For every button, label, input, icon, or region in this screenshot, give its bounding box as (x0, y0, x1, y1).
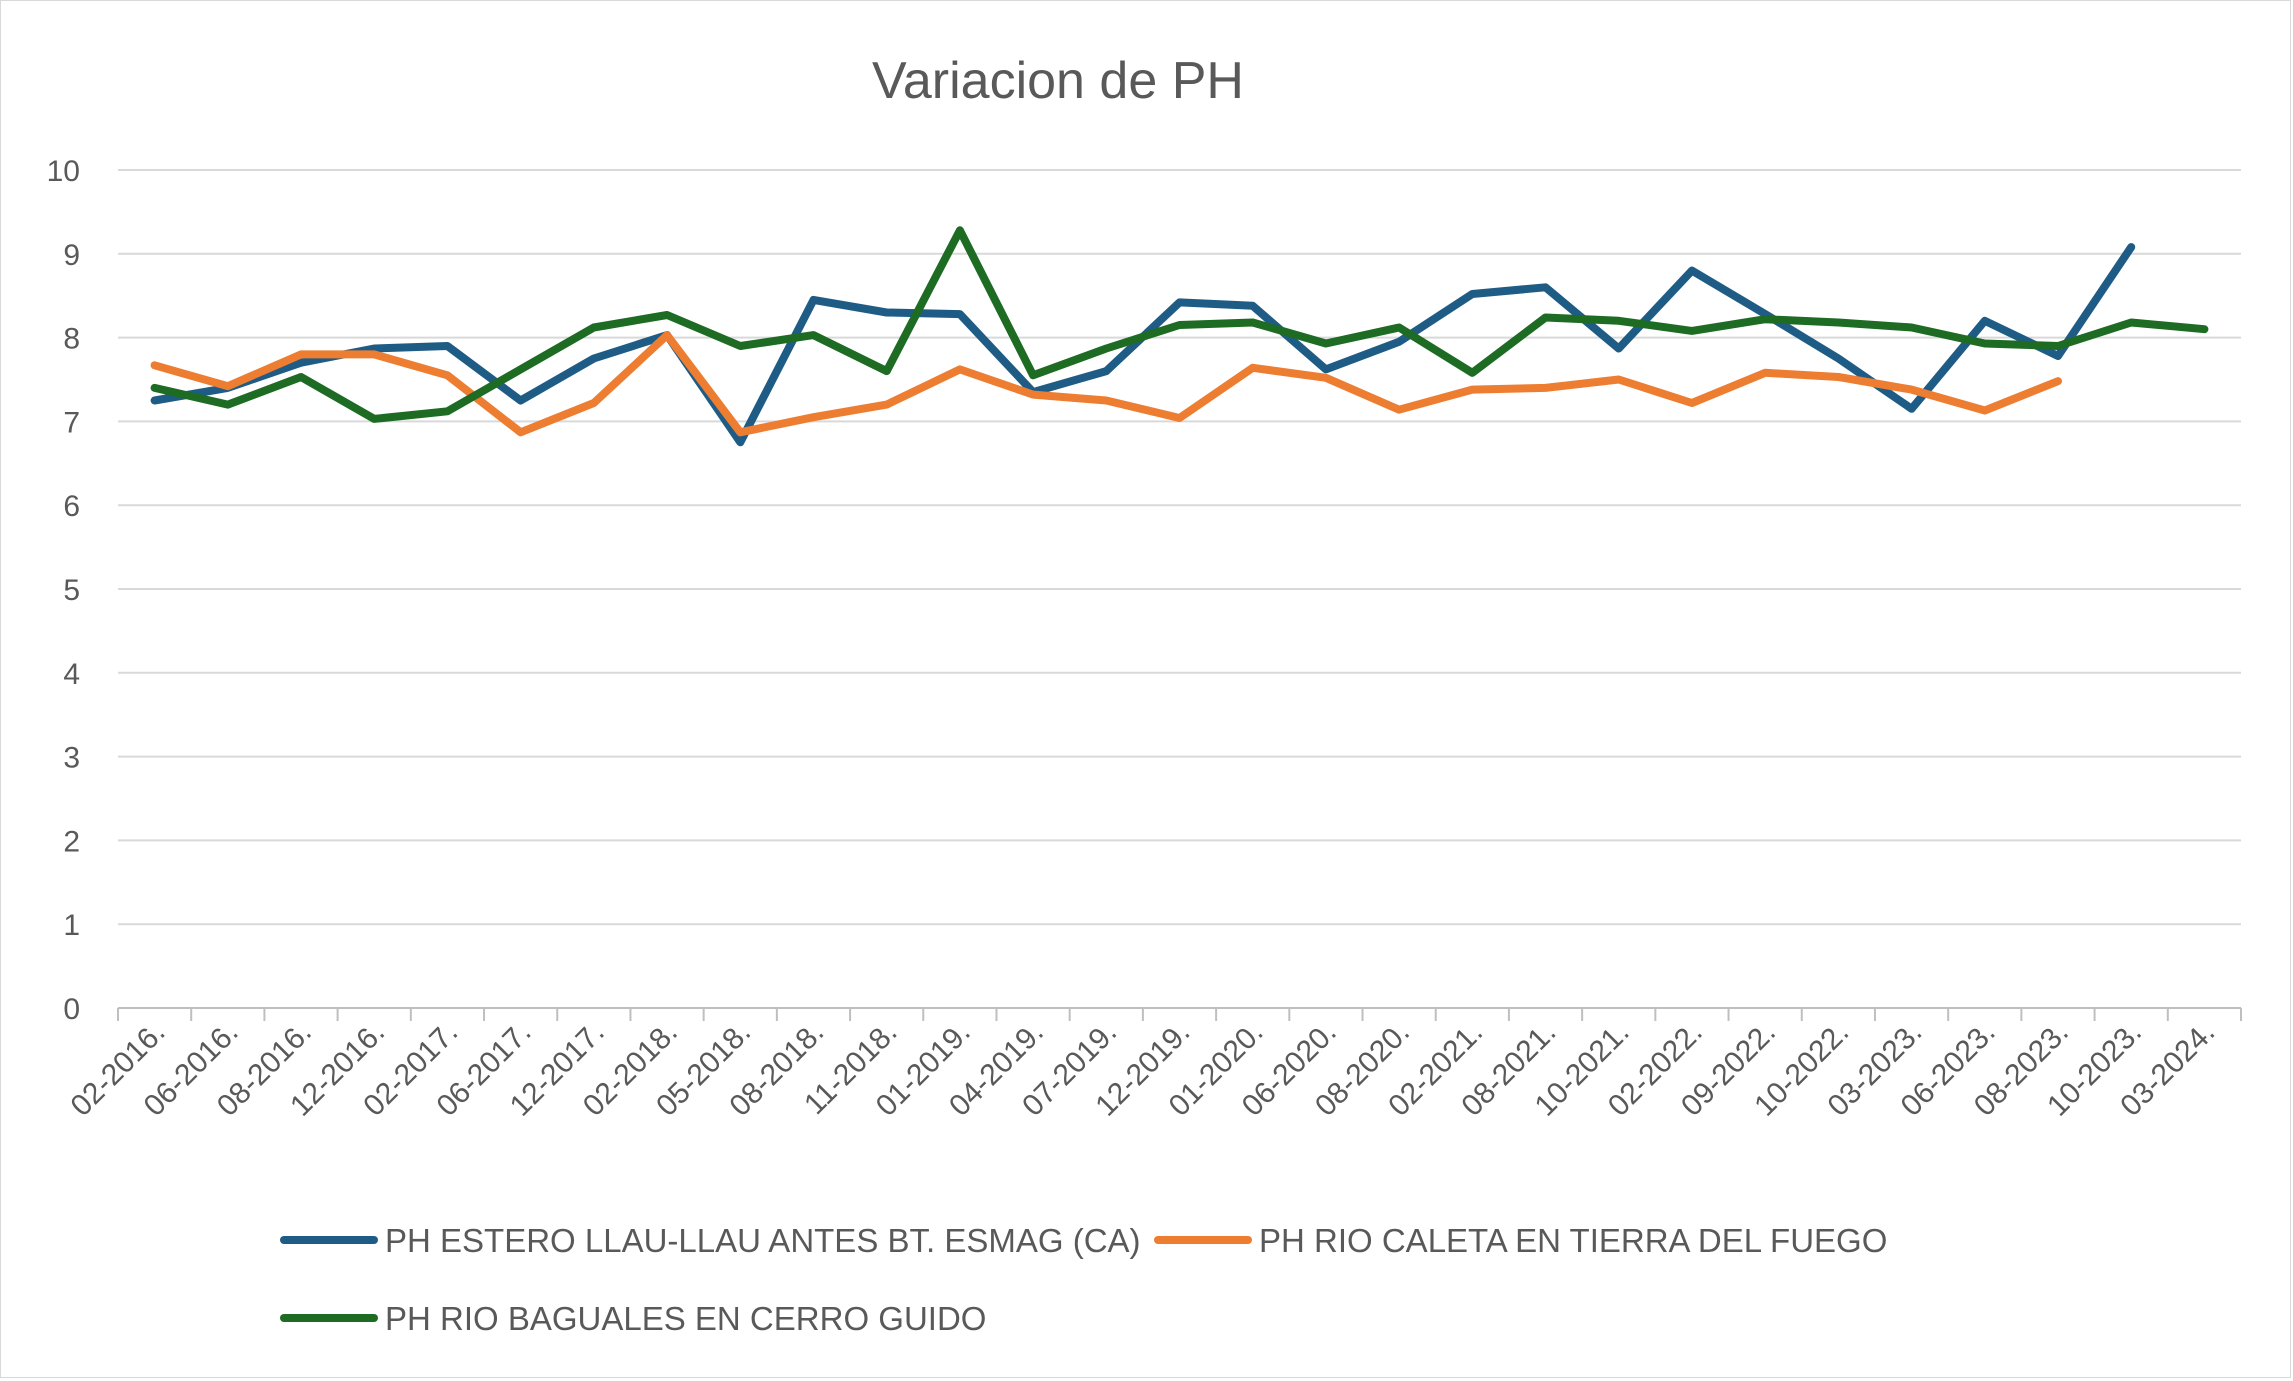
gridlines (118, 169, 2241, 926)
axes: 01234567891002-2016.06-2016.08-2016.12-2… (47, 155, 2242, 1123)
y-tick-label: 6 (63, 490, 80, 523)
series-line-3 (150, 226, 2209, 423)
y-tick-label: 3 (63, 742, 80, 775)
y-tick-label: 2 (63, 825, 80, 858)
legend-label-3: PH RIO BAGUALES EN CERRO GUIDO (385, 1300, 986, 1337)
y-tick-label: 1 (63, 909, 80, 942)
y-tick-label: 7 (63, 406, 80, 439)
y-tick-label: 5 (63, 574, 80, 607)
chart-title: Variacion de PH (872, 52, 1244, 110)
series-lines (150, 226, 2209, 447)
y-tick-label: 4 (63, 658, 80, 691)
legend: PH ESTERO LLAU-LLAU ANTES BT. ESMAG (CA)… (280, 1222, 1887, 1337)
legend-label-2: PH RIO CALETA EN TIERRA DEL FUEGO (1259, 1222, 1887, 1259)
y-tick-label: 9 (63, 239, 80, 272)
y-tick-label: 8 (63, 323, 80, 356)
y-tick-label: 10 (47, 155, 80, 188)
y-tick-label: 0 (63, 993, 80, 1026)
legend-label-1: PH ESTERO LLAU-LLAU ANTES BT. ESMAG (CA) (385, 1222, 1141, 1259)
